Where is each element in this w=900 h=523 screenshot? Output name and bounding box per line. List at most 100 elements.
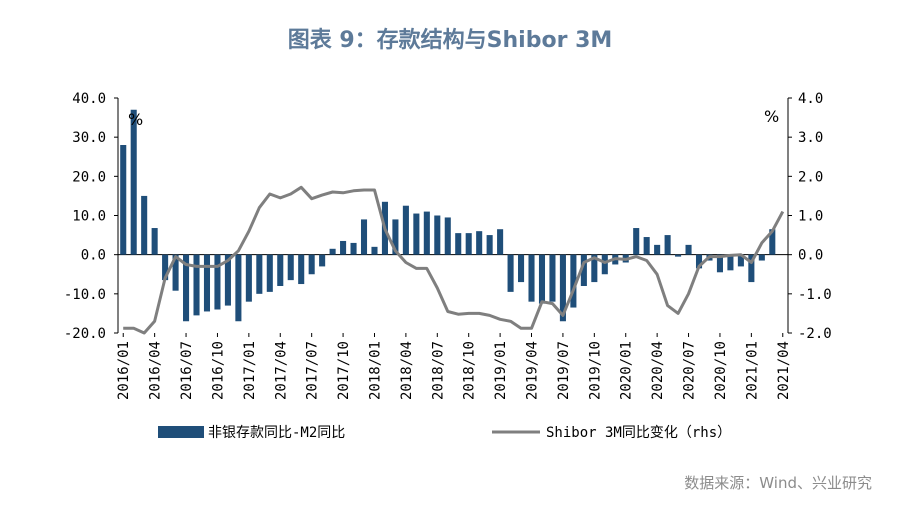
x-tick-label: 2020/04 [650, 341, 666, 400]
bar [120, 145, 127, 255]
bar [392, 219, 399, 255]
legend-label-bar: 非银存款同比-M2同比 [208, 425, 345, 441]
right-tick-label: 4.0 [798, 91, 823, 107]
bar [580, 254, 587, 286]
chart-legend: 非银存款同比-M2同比 Shibor 3M同比变化（rhs） [158, 425, 731, 441]
bar [350, 242, 357, 255]
tick-labels: 40.0 30.0 20.0 10.0 0.0 -10.0 -20.0 4.0 3.0 2.0 1.… [64, 91, 832, 400]
bar [476, 231, 483, 255]
bar [224, 254, 231, 306]
bar [538, 254, 546, 304]
bar [245, 254, 252, 302]
bar [643, 237, 650, 255]
bar [758, 254, 765, 261]
bar [162, 254, 169, 281]
x-tick-label: 2018/07 [430, 341, 446, 400]
left-tick-label: -20.0 [64, 326, 106, 342]
bar [570, 254, 577, 308]
legend-label-line: Shibor 3M同比变化（rhs） [546, 425, 731, 441]
bar [465, 233, 472, 255]
bar [329, 248, 336, 255]
bar [748, 254, 755, 283]
left-tick-label: 10.0 [72, 209, 106, 225]
bar [528, 254, 535, 302]
x-tick-label: 2016/01 [116, 341, 132, 400]
bar [737, 254, 744, 267]
x-tick-label: 2017/07 [305, 341, 321, 400]
bar [256, 254, 263, 294]
bar [413, 213, 420, 255]
x-tick-label: 2020/07 [682, 341, 698, 400]
bar [685, 244, 692, 255]
x-tick-label: 2017/04 [273, 341, 289, 400]
bar [203, 254, 211, 312]
right-tick-label: 3.0 [798, 130, 823, 146]
bar [151, 228, 158, 255]
bar [141, 195, 148, 255]
right-tick-label: 0.0 [798, 248, 823, 264]
bar [266, 254, 273, 292]
bar [633, 228, 640, 255]
bar [497, 229, 504, 255]
bar [654, 244, 661, 255]
bar [434, 215, 441, 255]
left-tick-label: 20.0 [72, 169, 106, 185]
x-tick-label: 2016/04 [148, 341, 164, 400]
x-tick-label: 2020/01 [619, 341, 635, 400]
bar [298, 254, 305, 285]
series-line [123, 185, 785, 335]
right-tick-label: -2.0 [798, 326, 832, 342]
bar [675, 254, 682, 257]
x-tick-label: 2019/01 [493, 341, 509, 400]
bar [193, 254, 200, 316]
x-tick-label: 2018/01 [367, 341, 383, 400]
bar [716, 254, 723, 273]
x-tick-label: 2019/10 [587, 341, 603, 400]
left-tick-label: 40.0 [72, 91, 106, 107]
bar [277, 254, 284, 286]
bar-series [120, 109, 776, 322]
x-tick-label: 2016/07 [179, 341, 195, 400]
bar [559, 254, 566, 322]
bar [360, 219, 368, 255]
bar [287, 254, 294, 281]
bar [402, 205, 409, 255]
bar [214, 254, 221, 310]
x-tick-label: 2017/01 [242, 341, 258, 400]
bar [486, 235, 493, 255]
left-tick-label: 0.0 [81, 248, 106, 264]
right-tick-label: 1.0 [798, 209, 823, 225]
x-tick-label: 2016/10 [210, 341, 226, 400]
data-source-note: 数据来源：Wind、兴业研究 [684, 474, 872, 492]
bar [444, 217, 451, 255]
bar [319, 254, 326, 267]
bar [664, 235, 671, 255]
bar [601, 254, 608, 275]
legend-swatch-bar [158, 426, 204, 438]
bar [518, 254, 525, 283]
x-tick-label: 2019/07 [556, 341, 572, 400]
chart-title: 图表 9：存款结构与Shibor 3M [287, 28, 613, 53]
bar [340, 240, 347, 255]
bar [591, 254, 598, 283]
line-series [123, 185, 785, 335]
bar [455, 233, 462, 255]
left-unit-label: % [128, 110, 143, 129]
bar [727, 254, 734, 271]
bar [507, 254, 514, 292]
bar [130, 109, 137, 255]
x-tick-label: 2021/04 [776, 341, 792, 400]
x-tick-label: 2018/04 [399, 341, 415, 400]
bar [172, 254, 179, 291]
left-tick-label: 30.0 [72, 130, 106, 146]
x-tick-label: 2020/10 [713, 341, 729, 400]
bar [235, 254, 242, 322]
bar [769, 229, 776, 255]
right-unit-label: % [764, 107, 779, 126]
x-tick-label: 2021/01 [744, 341, 760, 400]
bar [549, 254, 556, 302]
right-tick-label: 2.0 [798, 169, 823, 185]
bar [423, 211, 430, 255]
x-tick-label: 2017/10 [336, 341, 352, 400]
